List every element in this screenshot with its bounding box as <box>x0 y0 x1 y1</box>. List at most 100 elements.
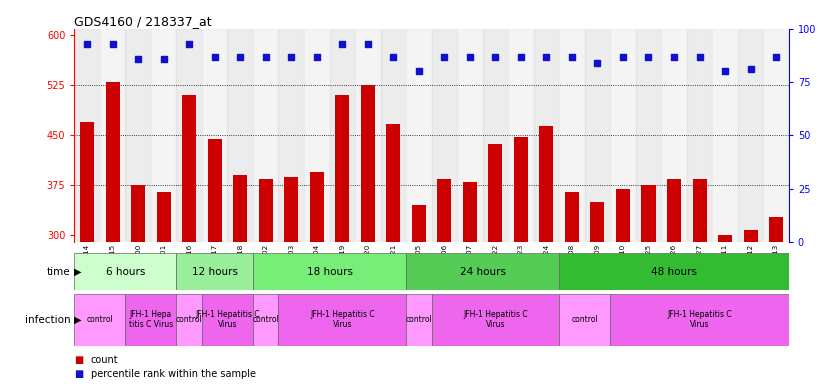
Point <box>259 53 273 60</box>
Point <box>208 53 221 60</box>
Bar <box>712 29 738 242</box>
Text: JFH-1 Hepa
titis C Virus: JFH-1 Hepa titis C Virus <box>129 310 173 329</box>
Bar <box>437 179 451 384</box>
Bar <box>310 172 324 384</box>
Bar <box>514 137 528 384</box>
Point <box>616 53 629 60</box>
Bar <box>157 192 171 384</box>
Bar <box>539 126 553 384</box>
Bar <box>591 202 605 384</box>
Text: JFH-1 Hepatitis C
Virus: JFH-1 Hepatitis C Virus <box>463 310 528 329</box>
Point <box>489 53 502 60</box>
Bar <box>253 294 278 346</box>
Text: JFH-1 Hepatitis C
Virus: JFH-1 Hepatitis C Virus <box>195 310 259 329</box>
Point <box>131 56 145 62</box>
Point <box>80 41 93 47</box>
Text: time: time <box>46 266 70 277</box>
Point <box>744 66 757 72</box>
Text: 18 hours: 18 hours <box>306 266 353 277</box>
Bar <box>151 29 177 242</box>
Bar <box>177 29 202 242</box>
Bar <box>259 179 273 384</box>
Bar <box>667 179 681 384</box>
Bar <box>74 253 177 290</box>
Point <box>285 53 298 60</box>
Text: ▶: ▶ <box>74 314 81 325</box>
Bar <box>743 230 757 384</box>
Point <box>540 53 553 60</box>
Bar <box>431 29 457 242</box>
Text: control: control <box>87 315 113 324</box>
Bar <box>559 253 789 290</box>
Bar <box>463 182 477 384</box>
Bar <box>227 29 253 242</box>
Bar <box>718 235 732 384</box>
Bar <box>662 29 686 242</box>
Bar <box>278 294 406 346</box>
Bar <box>126 29 151 242</box>
Point <box>463 53 477 60</box>
Point <box>591 60 604 66</box>
Bar <box>763 29 789 242</box>
Point <box>719 68 732 74</box>
Bar <box>387 124 401 384</box>
Bar <box>253 29 278 242</box>
Bar <box>412 205 426 384</box>
Bar <box>559 29 585 242</box>
Text: 12 hours: 12 hours <box>192 266 238 277</box>
Bar <box>636 29 662 242</box>
Bar <box>106 82 120 384</box>
Bar <box>508 29 534 242</box>
Point <box>565 53 578 60</box>
Point <box>157 56 170 62</box>
Text: control: control <box>253 315 279 324</box>
Text: ■: ■ <box>74 355 83 365</box>
Point <box>361 41 374 47</box>
Bar <box>406 29 431 242</box>
Point <box>387 53 400 60</box>
Text: JFH-1 Hepatitis C
Virus: JFH-1 Hepatitis C Virus <box>310 310 374 329</box>
Bar <box>616 189 630 384</box>
Bar <box>253 253 406 290</box>
Bar <box>686 29 712 242</box>
Bar <box>202 29 227 242</box>
Point <box>335 41 349 47</box>
Bar <box>559 294 610 346</box>
Point <box>667 53 681 60</box>
Bar <box>769 217 783 384</box>
Text: GDS4160 / 218337_at: GDS4160 / 218337_at <box>74 15 212 28</box>
Text: 24 hours: 24 hours <box>459 266 506 277</box>
Bar <box>80 122 94 384</box>
Point <box>412 68 425 74</box>
Text: control: control <box>572 315 598 324</box>
Point <box>234 53 247 60</box>
Text: infection: infection <box>25 314 70 325</box>
Bar <box>406 294 431 346</box>
Text: ▶: ▶ <box>74 266 81 277</box>
Bar <box>738 29 763 242</box>
Bar <box>100 29 126 242</box>
Bar <box>330 29 355 242</box>
Bar <box>585 29 610 242</box>
Bar <box>177 253 253 290</box>
Bar <box>457 29 482 242</box>
Bar <box>183 95 197 384</box>
Bar <box>431 294 559 346</box>
Text: JFH-1 Hepatitis C
Virus: JFH-1 Hepatitis C Virus <box>667 310 732 329</box>
Bar <box>381 29 406 242</box>
Bar <box>642 185 656 384</box>
Bar <box>278 29 304 242</box>
Point <box>770 53 783 60</box>
Bar <box>126 294 177 346</box>
Bar <box>74 294 126 346</box>
Bar <box>488 144 502 384</box>
Bar <box>202 294 253 346</box>
Bar <box>610 294 789 346</box>
Bar <box>692 179 706 384</box>
Text: count: count <box>91 355 118 365</box>
Bar <box>304 29 330 242</box>
Bar <box>406 253 559 290</box>
Text: control: control <box>406 315 432 324</box>
Point <box>310 53 323 60</box>
Bar <box>355 29 381 242</box>
